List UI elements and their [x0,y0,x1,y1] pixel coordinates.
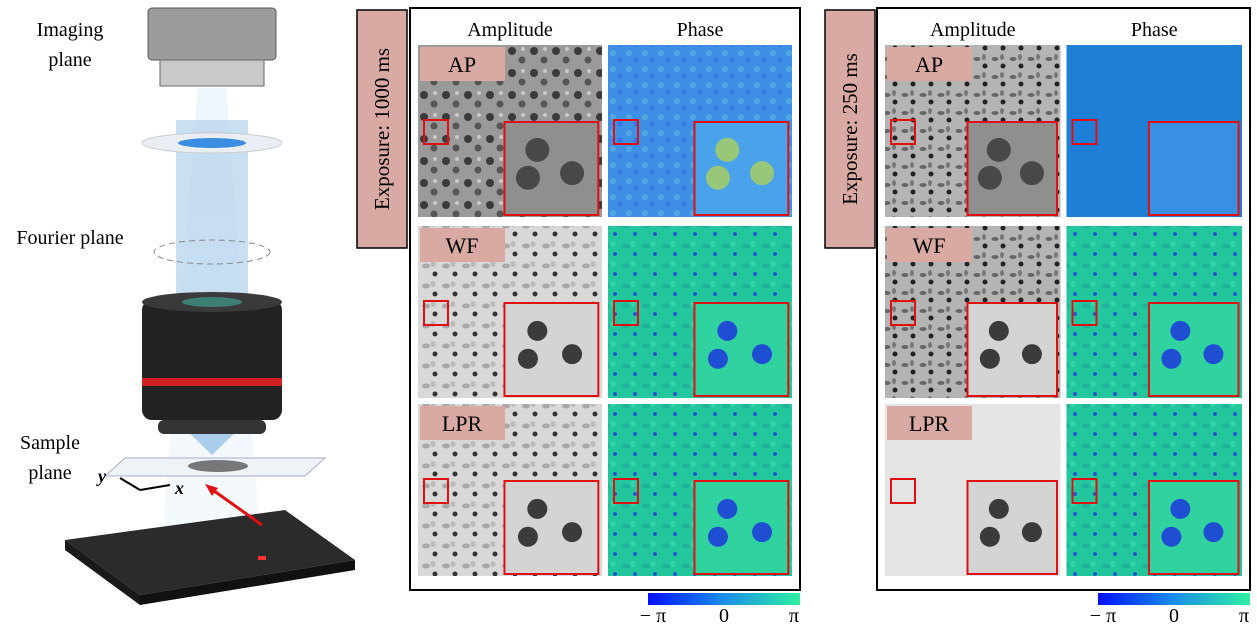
figure: y x Exposure: 1000 msAmplitudePhaseAPWFL… [0,0,1257,627]
inset [694,122,788,215]
inset-particle [706,166,730,190]
column-header: Phase [1131,19,1178,41]
inset-particle [1022,522,1042,542]
inset-particle [717,321,737,341]
inset-particle [980,349,1000,369]
inset-particle [752,344,772,364]
inset [1149,122,1239,215]
inset-particle [1203,344,1223,364]
plane-label: Fourier plane [15,223,125,253]
inset [694,303,788,396]
inset-particle [562,522,582,542]
inset-particle [527,321,547,341]
panels: Exposure: 1000 ms Amplitude Phase AP WF LPR − … [357,8,1250,627]
column-header: Amplitude [930,19,1016,41]
inset-particle [752,522,772,542]
colorbar [648,593,800,605]
inset-particle [1161,527,1181,547]
inset [504,122,598,215]
method-label: LPR [442,411,483,436]
inset [967,122,1057,215]
inset-particle [1020,161,1044,185]
inset [694,481,788,574]
inset-particle [989,499,1009,519]
inset-particle [717,499,737,519]
inset-particle [1161,349,1181,369]
inset-particle [525,138,549,162]
inset [504,303,598,396]
inset-particle [518,349,538,369]
inset-particle [715,138,739,162]
method-label: AP [448,52,476,77]
colorbar-label: − π [640,605,666,627]
inset [1149,481,1239,574]
column-header: Amplitude [467,19,553,41]
inset-particle [1170,321,1190,341]
plane-label: Sample plane [0,428,100,488]
inset-particle [1170,499,1190,519]
colorbar [1098,593,1250,605]
inset-particle [708,349,728,369]
inset [967,481,1057,574]
illustration [65,8,355,605]
method-label: AP [915,52,943,77]
inset-particle [980,527,1000,547]
inset-particle [989,321,1009,341]
colorbar-label: − π [1090,605,1116,627]
colorbar-label: π [789,605,799,627]
inset-particle [560,161,584,185]
figure-canvas: y x Exposure: 1000 msAmplitudePhaseAPWFL… [0,0,1257,627]
inset-particle [708,527,728,547]
colorbar-label: π [1239,605,1249,627]
exposure-label: Exposure: 250 ms [838,53,862,205]
inset [967,303,1057,396]
inset-particle [562,344,582,364]
method-label: WF [913,233,946,258]
axis-label: x [174,478,184,498]
inset [1149,303,1239,396]
inset [504,481,598,574]
inset-particle [516,166,540,190]
inset-particle [987,138,1011,162]
method-label: WF [446,233,479,258]
inset-particle [518,527,538,547]
plane-label: Imaging plane [15,15,125,75]
column-header: Phase [677,19,724,41]
inset-particle [978,166,1002,190]
inset-particle [1203,522,1223,542]
method-label: LPR [909,411,950,436]
exposure-label: Exposure: 1000 ms [370,48,394,210]
inset-particle [750,161,774,185]
colorbar-label: 0 [1169,605,1179,627]
colorbar-label: 0 [719,605,729,627]
inset-particle [527,499,547,519]
inset-particle [1022,344,1042,364]
